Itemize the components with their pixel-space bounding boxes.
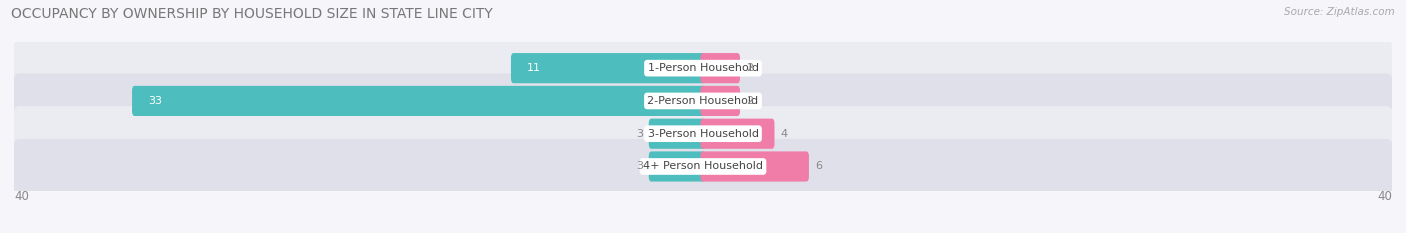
FancyBboxPatch shape — [13, 139, 1393, 194]
Text: 3: 3 — [636, 129, 643, 139]
FancyBboxPatch shape — [700, 119, 775, 149]
FancyBboxPatch shape — [648, 119, 706, 149]
Text: 3: 3 — [636, 161, 643, 171]
Text: 2: 2 — [747, 63, 754, 73]
Text: 6: 6 — [815, 161, 823, 171]
Text: 40: 40 — [14, 190, 30, 203]
Text: Source: ZipAtlas.com: Source: ZipAtlas.com — [1284, 7, 1395, 17]
Text: 11: 11 — [527, 63, 541, 73]
FancyBboxPatch shape — [132, 86, 706, 116]
FancyBboxPatch shape — [648, 151, 706, 182]
Text: 1-Person Household: 1-Person Household — [648, 63, 758, 73]
FancyBboxPatch shape — [13, 106, 1393, 161]
FancyBboxPatch shape — [510, 53, 706, 83]
Text: 4+ Person Household: 4+ Person Household — [643, 161, 763, 171]
FancyBboxPatch shape — [13, 73, 1393, 128]
Text: 33: 33 — [149, 96, 163, 106]
FancyBboxPatch shape — [700, 53, 740, 83]
Text: 2: 2 — [747, 96, 754, 106]
Text: 4: 4 — [780, 129, 787, 139]
Text: 40: 40 — [1376, 190, 1392, 203]
FancyBboxPatch shape — [700, 151, 808, 182]
Text: 2-Person Household: 2-Person Household — [647, 96, 759, 106]
FancyBboxPatch shape — [13, 41, 1393, 96]
FancyBboxPatch shape — [700, 86, 740, 116]
Text: 3-Person Household: 3-Person Household — [648, 129, 758, 139]
Text: OCCUPANCY BY OWNERSHIP BY HOUSEHOLD SIZE IN STATE LINE CITY: OCCUPANCY BY OWNERSHIP BY HOUSEHOLD SIZE… — [11, 7, 494, 21]
